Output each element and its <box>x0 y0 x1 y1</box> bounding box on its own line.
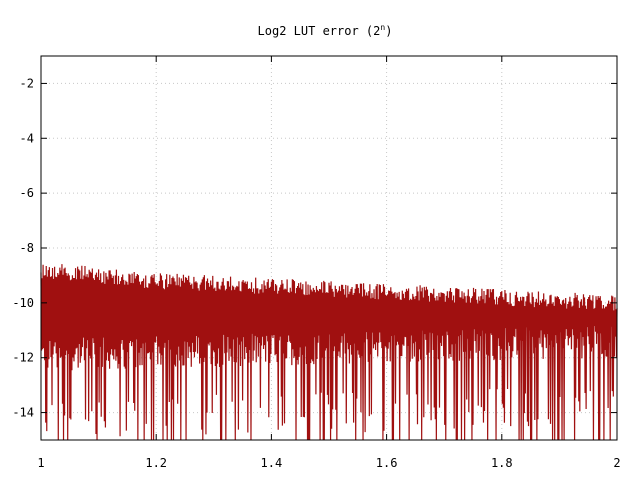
series-path <box>40 264 618 441</box>
y-tick-label: -4 <box>20 131 34 145</box>
y-tick-label: -6 <box>20 186 34 200</box>
x-tick-label: 1.4 <box>261 456 283 470</box>
y-tick-label: -8 <box>20 241 34 255</box>
y-tick-label: -2 <box>20 76 34 90</box>
chart-title: Log2 LUT error (2n) <box>258 23 393 38</box>
x-tick-label: 1 <box>37 456 44 470</box>
x-axis-labels: 1 1.2 1.4 1.6 1.8 2 <box>37 456 620 470</box>
tick-marks <box>41 56 617 440</box>
y-tick-label: -14 <box>12 406 34 420</box>
y-axis-labels: -2 -4 -6 -8 -10 -12 -14 <box>12 76 34 419</box>
y-tick-label: -10 <box>12 296 34 310</box>
plot-frame <box>40 55 618 441</box>
chart-title-suffix: ) <box>385 24 392 38</box>
chart-title-superscript: n <box>380 23 385 32</box>
series-line <box>40 264 618 441</box>
x-tick-label: 2 <box>613 456 620 470</box>
x-tick-label: 1.2 <box>145 456 167 470</box>
y-tick-label: -12 <box>12 351 34 365</box>
x-tick-label: 1.8 <box>491 456 513 470</box>
chart-title-main: Log2 LUT error (2 <box>258 24 381 38</box>
x-tick-label: 1.6 <box>376 456 398 470</box>
